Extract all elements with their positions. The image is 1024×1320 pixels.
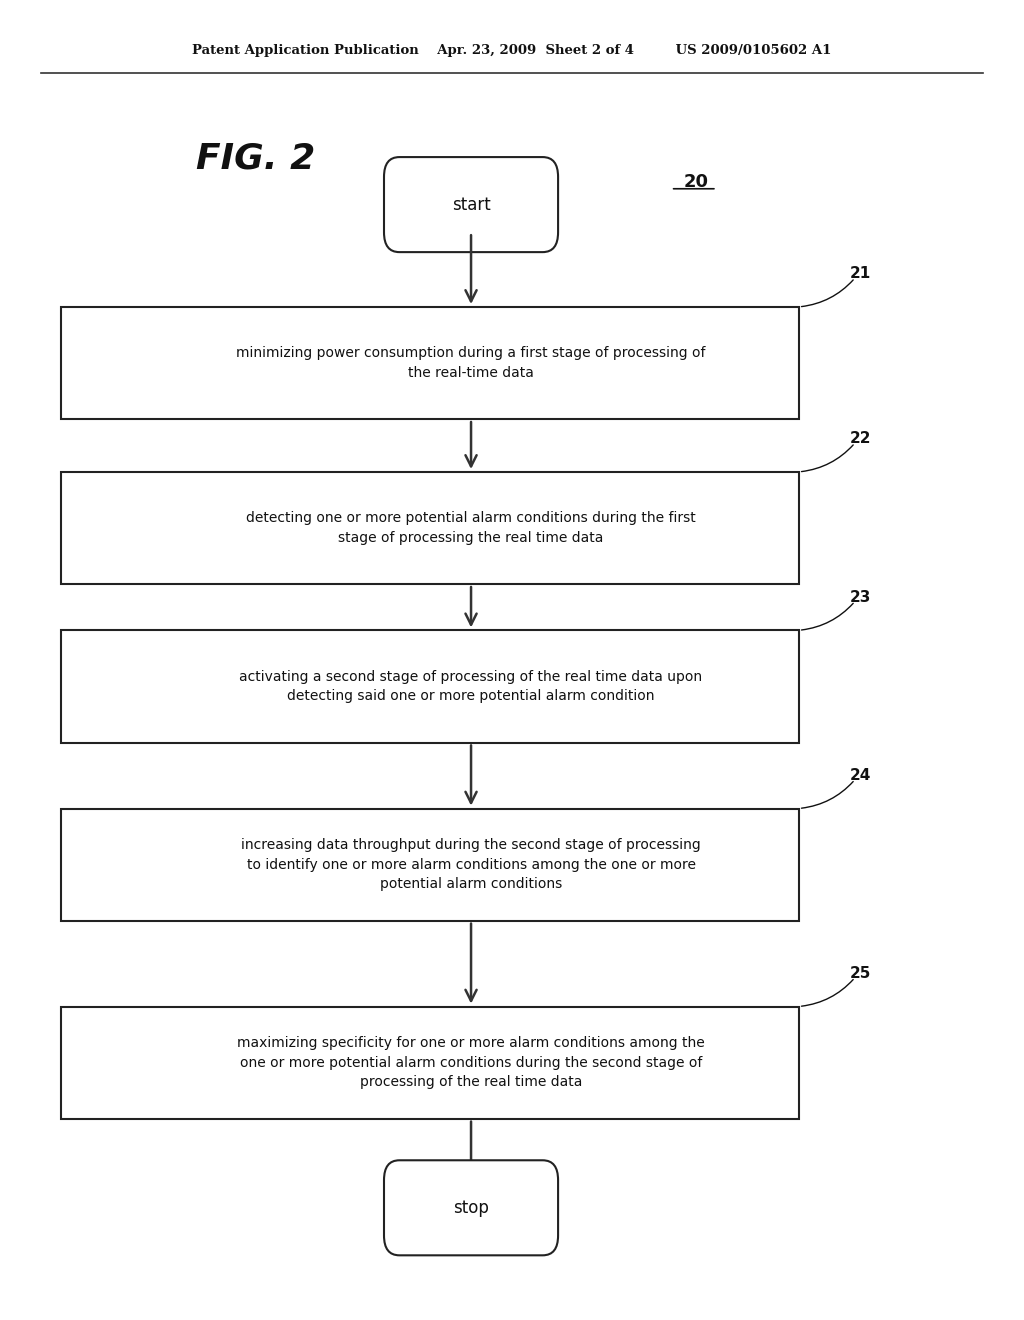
FancyBboxPatch shape bbox=[61, 808, 799, 921]
Text: 24: 24 bbox=[850, 768, 871, 783]
Text: activating a second stage of processing of the real time data upon
detecting sai: activating a second stage of processing … bbox=[240, 669, 702, 704]
Text: 23: 23 bbox=[850, 590, 871, 605]
FancyBboxPatch shape bbox=[61, 631, 799, 742]
FancyBboxPatch shape bbox=[61, 473, 799, 583]
Text: detecting one or more potential alarm conditions during the first
stage of proce: detecting one or more potential alarm co… bbox=[246, 511, 696, 545]
Text: 22: 22 bbox=[850, 432, 871, 446]
FancyBboxPatch shape bbox=[384, 1160, 558, 1255]
FancyBboxPatch shape bbox=[384, 157, 558, 252]
Text: Patent Application Publication    Apr. 23, 2009  Sheet 2 of 4         US 2009/01: Patent Application Publication Apr. 23, … bbox=[193, 44, 831, 57]
Text: FIG. 2: FIG. 2 bbox=[197, 141, 315, 176]
Text: minimizing power consumption during a first stage of processing of
the real-time: minimizing power consumption during a fi… bbox=[237, 346, 706, 380]
Text: 20: 20 bbox=[684, 173, 709, 191]
Text: 21: 21 bbox=[850, 267, 871, 281]
Text: start: start bbox=[452, 195, 490, 214]
FancyBboxPatch shape bbox=[61, 308, 799, 420]
Text: 25: 25 bbox=[850, 966, 871, 981]
Text: stop: stop bbox=[453, 1199, 489, 1217]
Text: increasing data throughput during the second stage of processing
to identify one: increasing data throughput during the se… bbox=[242, 838, 700, 891]
FancyBboxPatch shape bbox=[61, 1006, 799, 1119]
Text: maximizing specificity for one or more alarm conditions among the
one or more po: maximizing specificity for one or more a… bbox=[238, 1036, 705, 1089]
